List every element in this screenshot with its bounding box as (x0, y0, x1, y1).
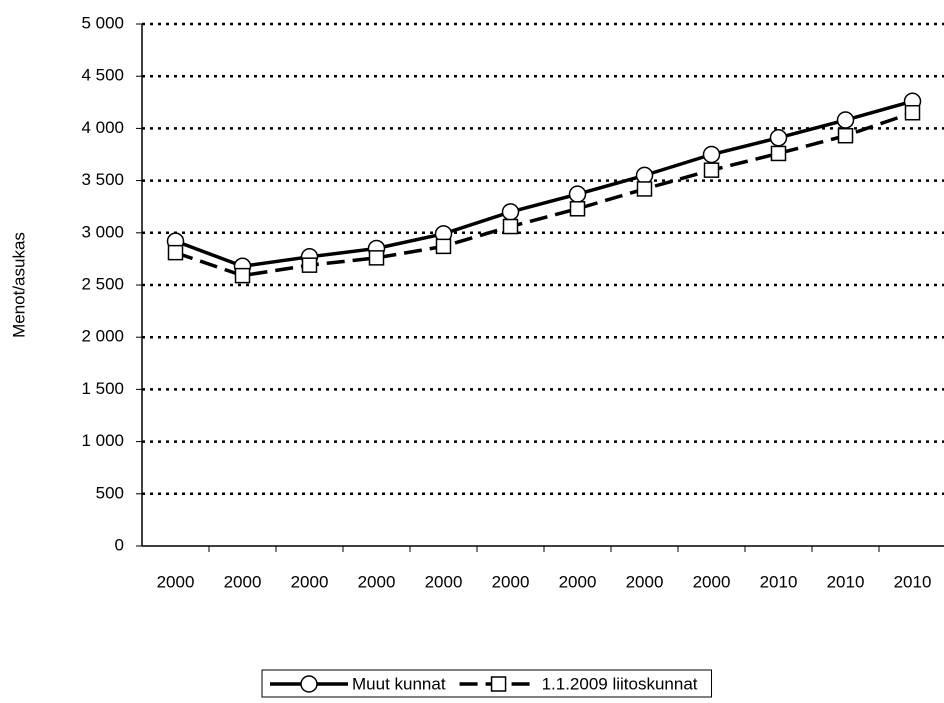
legend: Muut kunnat 1.1.2009 liitoskunnat (261, 669, 713, 698)
x-tick-label: 2000 (425, 572, 463, 591)
point (490, 676, 507, 692)
x-tick-label: 2000 (224, 572, 262, 591)
point (904, 104, 921, 121)
point (568, 185, 587, 203)
x-tick-label: 2000 (291, 572, 329, 591)
point (703, 162, 720, 178)
legend-label: Muut kunnat (352, 674, 446, 693)
x-tick-label: 2000 (358, 572, 396, 591)
x-tick-label: 2000 (157, 572, 195, 591)
y-tick-label: 0 (115, 535, 124, 554)
y-tick-label: 3 500 (81, 170, 124, 189)
x-tick-label: 2000 (626, 572, 664, 591)
x-tick-label: 2010 (760, 572, 798, 591)
y-tick-label: 500 (96, 483, 124, 502)
point (234, 267, 251, 284)
point (636, 181, 653, 197)
y-tick-label: 3 000 (81, 222, 124, 241)
point (301, 257, 318, 273)
point (368, 250, 385, 266)
point (300, 675, 318, 693)
y-axis-label: Menot/asukas (9, 232, 28, 338)
x-tick-label: 2000 (559, 572, 597, 591)
y-tick-label: 2 500 (81, 274, 124, 293)
x-tick-label: 2000 (492, 572, 530, 591)
point (769, 129, 788, 147)
point (837, 127, 854, 144)
x-tick-label: 2010 (827, 572, 865, 591)
y-tick-label: 4 500 (81, 66, 124, 85)
point (635, 166, 654, 185)
y-tick-label: 5 000 (81, 13, 124, 32)
series-line (174, 111, 914, 278)
legend-label: 1.1.2009 liitoskunnat (542, 674, 698, 693)
point (569, 201, 586, 217)
point (501, 203, 520, 221)
y-tick-label: 1 000 (81, 431, 124, 450)
point (770, 145, 787, 162)
y-tick-label: 1 500 (81, 379, 124, 398)
point (836, 111, 855, 129)
point (702, 145, 721, 164)
point (167, 244, 184, 261)
point (435, 238, 452, 255)
y-tick-label: 4 000 (81, 118, 124, 137)
y-tick-label: 2 000 (81, 327, 124, 346)
x-tick-label: 2000 (693, 572, 731, 591)
point (502, 218, 519, 235)
series-line (174, 99, 913, 269)
x-tick-label: 2010 (894, 572, 932, 591)
